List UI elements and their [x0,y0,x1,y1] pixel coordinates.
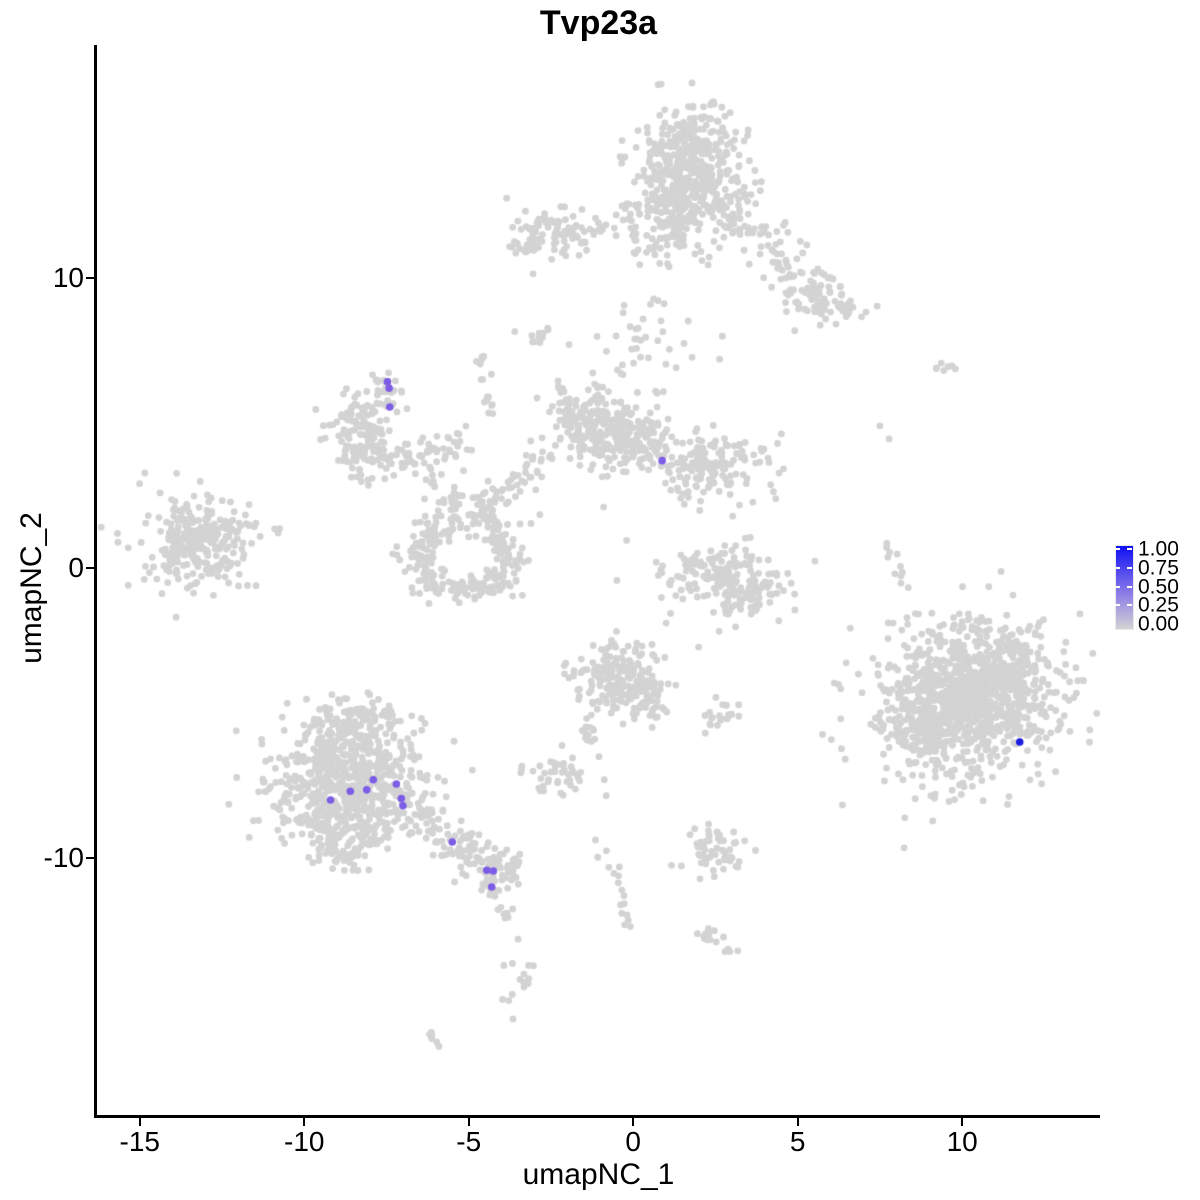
colorbar-label: 1.00 [1138,537,1179,561]
chart-title: Tvp23a [539,4,658,42]
x-tick-mark [467,1118,470,1126]
colorbar-label: 0.00 [1138,612,1179,636]
colorbar-tick-mark [1127,585,1132,588]
x-tick-mark [632,1118,635,1126]
colorbar-gradient [1115,545,1134,630]
x-tick-mark [303,1118,306,1126]
x-tick-label: -15 [119,1126,160,1157]
x-tick-mark [138,1118,141,1126]
expression-colorbar-legend: 1.00 0.75 0.50 0.25 0.00 [1108,537,1200,640]
x-tick-label: 0 [625,1126,641,1157]
colorbar-tick-mark [1127,604,1132,607]
y-tick-label: -10 [43,842,84,873]
colorbar-tick-mark [1115,566,1120,569]
x-tick-label: 10 [946,1126,978,1157]
y-axis-title: umapNC_2 [15,512,48,664]
x-tick-mark [961,1118,964,1126]
colorbar-tick-mark [1115,585,1120,588]
y-tick-label: 0 [68,551,84,583]
x-axis-line [94,1115,1100,1118]
y-tick-mark [86,566,94,569]
colorbar-label: 0.75 [1138,556,1179,580]
x-tick-label: -5 [456,1126,482,1157]
colorbar-tick-mark [1127,566,1132,569]
x-tick-mark [796,1118,799,1126]
x-axis-title: umapNC_1 [522,1158,675,1191]
y-tick-mark [86,857,94,859]
colorbar-label: 0.50 [1138,575,1179,598]
colorbar-tick-mark [1115,547,1120,550]
colorbar-tick-mark [1127,547,1132,550]
colorbar-label: 0.25 [1138,593,1179,617]
x-tick-label: -10 [284,1126,325,1157]
colorbar-tick-mark [1115,604,1120,607]
y-axis-line [94,45,97,1118]
y-tick-mark [86,276,94,279]
y-tick-label: 10 [52,261,84,293]
x-tick-label: 5 [789,1126,806,1157]
